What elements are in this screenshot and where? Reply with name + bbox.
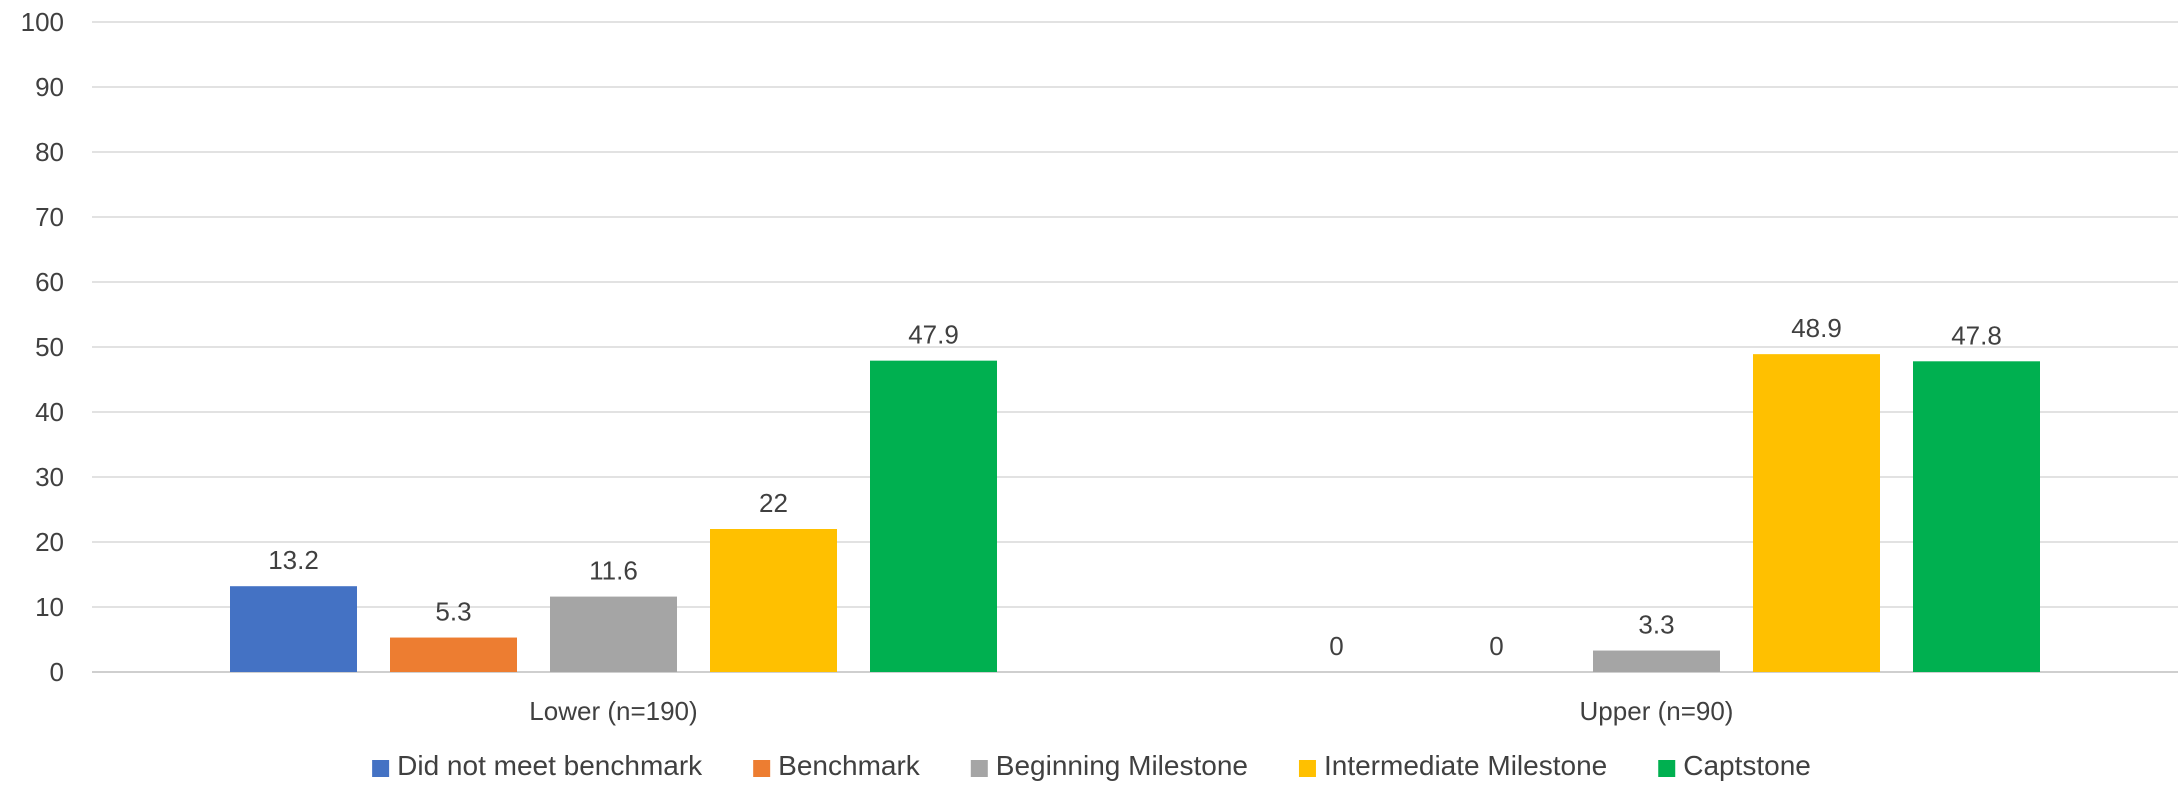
bar	[1593, 650, 1720, 672]
data-label: 22	[759, 488, 788, 518]
data-label: 13.2	[268, 545, 319, 575]
y-axis-tick-labels: 0 10 20 30 40 50 60 70 80 90 100	[21, 7, 64, 687]
data-label: 47.9	[908, 320, 959, 350]
legend-label: Benchmark	[778, 750, 921, 781]
x-axis-category-labels: Lower (n=190) Upper (n=90)	[529, 696, 1733, 726]
y-tick-label: 70	[35, 202, 64, 232]
y-tick-label: 0	[50, 657, 64, 687]
y-tick-label: 80	[35, 137, 64, 167]
legend-swatch	[372, 760, 390, 777]
x-category-label: Lower (n=190)	[529, 696, 697, 726]
y-tick-label: 20	[35, 527, 64, 557]
data-label: 11.6	[589, 556, 638, 586]
data-labels: 13.2 5.3 11.6 22 47.9 0 0 3.3 48.9 47.8	[268, 313, 2002, 661]
data-label: 0	[1329, 631, 1343, 661]
data-label: 3.3	[1638, 610, 1674, 640]
legend-swatch	[1658, 760, 1676, 777]
y-tick-label: 90	[35, 72, 64, 102]
y-tick-label: 60	[35, 267, 64, 297]
data-label: 5.3	[435, 597, 471, 627]
legend-swatch	[970, 760, 988, 777]
y-tick-label: 100	[21, 7, 64, 37]
y-tick-label: 10	[35, 592, 64, 622]
gridlines	[92, 21, 2178, 673]
y-tick-label: 40	[35, 397, 64, 427]
data-label: 0	[1489, 631, 1503, 661]
data-label: 47.8	[1951, 320, 2002, 350]
bar	[230, 586, 357, 672]
bar	[1913, 361, 2040, 672]
y-tick-label: 50	[35, 332, 64, 362]
y-tick-label: 30	[35, 462, 64, 492]
legend-label: Intermediate Milestone	[1324, 750, 1607, 781]
bar	[710, 529, 837, 672]
data-label: 48.9	[1791, 313, 1842, 343]
legend: Did not meet benchmark Benchmark Beginning…	[372, 750, 1811, 781]
legend-swatch	[1298, 760, 1316, 777]
legend-label: Beginning Milestone	[996, 750, 1248, 781]
bar	[1753, 354, 1880, 672]
legend-item: Beginning Milestone	[970, 750, 1248, 781]
bar	[550, 596, 677, 672]
legend-item: Did not meet benchmark	[372, 750, 703, 781]
legend-item: Intermediate Milestone	[1298, 750, 1607, 781]
bar	[870, 360, 997, 672]
legend-label: Captstone	[1683, 750, 1811, 781]
bars	[230, 354, 2040, 672]
bar	[390, 637, 517, 672]
legend-item: Benchmark	[753, 750, 921, 781]
x-category-label: Upper (n=90)	[1580, 696, 1734, 726]
legend-item: Captstone	[1658, 750, 1811, 781]
legend-swatch	[753, 760, 771, 777]
legend-label: Did not meet benchmark	[397, 750, 703, 781]
